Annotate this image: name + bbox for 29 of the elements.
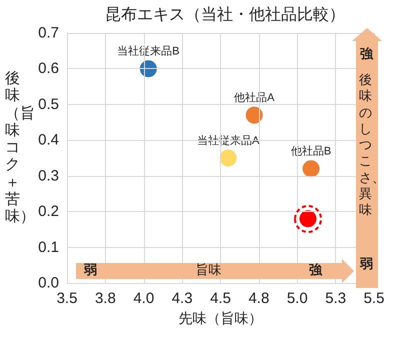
y-tick-label: 0.5 [38,96,59,113]
x-tick-label: 4.0 [133,290,154,307]
y-tick-label: 0.0 [38,274,59,292]
x-tick-label: 4.5 [210,290,231,307]
chart-title: 昆布エキス（当社・他社品比較） [105,6,345,24]
x-tick-label: 4.8 [248,290,270,307]
x-tick-label: 5.0 [286,290,308,307]
y-tick-label: 0.6 [38,60,59,78]
annotation: 強 [309,263,322,278]
y-tick-label: 0.3 [38,167,59,184]
y-tick-label: 0.4 [38,132,59,149]
x-axis-title: 先味（旨味） [178,310,262,326]
x-tick-label: 3.8 [94,290,116,307]
point [302,160,320,178]
x-tick-label: 3.5 [56,290,78,307]
y-tick-label: 0.1 [38,238,59,256]
annotation: 弱 [360,257,373,272]
annotation: 強 [360,47,373,62]
point [220,150,237,166]
x-tick-label: 4.3 [172,290,193,307]
point [246,106,263,124]
y-tick-label: 0.2 [38,203,59,220]
y-tick-label: 0.7 [38,24,59,42]
annotation: 旨味 [196,263,222,278]
text: 後味のしつこさ、異味 [359,73,385,218]
x-tick-label: 5.5 [364,290,384,307]
x-tick-label: 5.3 [325,290,346,307]
annotation: 弱 [84,263,97,278]
text: 後味（旨味コク＋苦味） [5,69,35,225]
